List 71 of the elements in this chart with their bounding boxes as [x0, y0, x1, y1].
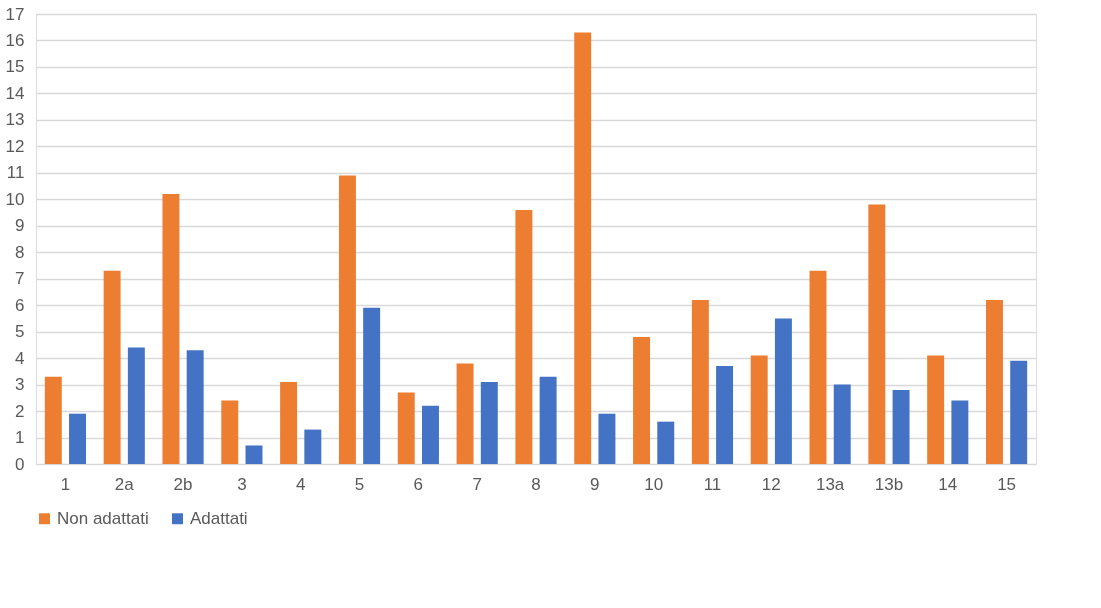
- bar: [574, 32, 592, 464]
- x-tick-label: 15: [997, 474, 1017, 494]
- bar: [456, 363, 474, 464]
- y-tick-label: 16: [5, 30, 25, 50]
- bar: [598, 413, 616, 464]
- bar: [750, 355, 768, 464]
- y-tick-label: 12: [5, 136, 25, 156]
- y-tick-label: 5: [15, 322, 25, 342]
- bar: [421, 405, 439, 464]
- y-tick-label: 13: [5, 110, 25, 130]
- bar: [774, 318, 792, 464]
- x-tick-label: 1: [60, 474, 71, 494]
- bar: [986, 299, 1003, 464]
- bar: [515, 209, 533, 464]
- y-tick-label: 4: [15, 348, 25, 368]
- y-tick-label: 3: [15, 375, 25, 395]
- x-tick-label: 2b: [173, 474, 193, 494]
- bar: [716, 366, 734, 464]
- x-tick-label: 9: [590, 474, 600, 494]
- x-tick-label: 13b: [874, 474, 904, 494]
- bar: [221, 400, 239, 464]
- bar: [44, 376, 62, 464]
- bar: [186, 350, 204, 464]
- legend-label: Adattati: [190, 508, 248, 528]
- y-tick-label: 0: [15, 454, 25, 474]
- bar: [1010, 360, 1028, 464]
- bar: [833, 384, 851, 464]
- x-tick-label: 4: [295, 474, 306, 494]
- x-tick-label: 6: [413, 474, 424, 494]
- x-tick-label: 12: [761, 474, 781, 494]
- bar: [338, 175, 356, 464]
- y-tick-label: 10: [5, 189, 25, 209]
- legend-label: Non adattati: [57, 508, 149, 528]
- bar: [691, 299, 709, 464]
- bar: [951, 400, 969, 464]
- bar: [69, 413, 86, 464]
- x-tick-label: 8: [531, 474, 541, 494]
- x-tick-label: 14: [938, 474, 958, 494]
- y-tick-label: 6: [15, 295, 25, 315]
- y-tick-label: 15: [5, 57, 25, 77]
- bar: [127, 347, 145, 464]
- bar: [809, 270, 827, 464]
- bar: [304, 429, 322, 464]
- bar: [480, 381, 498, 464]
- bar: [103, 270, 121, 464]
- bar: [633, 336, 651, 464]
- bar: [162, 194, 180, 464]
- x-tick-label: 3: [237, 474, 247, 494]
- bar: [280, 381, 298, 464]
- x-tick-label: 11: [703, 474, 722, 494]
- bar: [868, 204, 886, 464]
- bar: [245, 445, 263, 464]
- bar: [539, 376, 557, 464]
- x-tick-label: 2a: [114, 474, 135, 494]
- y-tick-label: 9: [15, 216, 25, 236]
- bar: [363, 307, 381, 464]
- y-tick-label: 17: [5, 4, 25, 24]
- y-tick-label: 7: [15, 269, 25, 289]
- bar: [892, 389, 910, 464]
- y-tick-label: 14: [5, 83, 25, 103]
- x-tick-label: 5: [354, 474, 365, 494]
- y-tick-label: 1: [15, 428, 25, 448]
- bar: [657, 421, 675, 464]
- y-tick-label: 2: [15, 401, 25, 421]
- bar: [397, 392, 415, 464]
- bar: [927, 355, 945, 464]
- y-tick-label: 11: [6, 163, 25, 183]
- x-tick-label: 13a: [815, 474, 845, 494]
- x-tick-label: 10: [644, 474, 664, 494]
- x-tick-label: 7: [472, 474, 482, 494]
- y-tick-label: 8: [15, 242, 25, 262]
